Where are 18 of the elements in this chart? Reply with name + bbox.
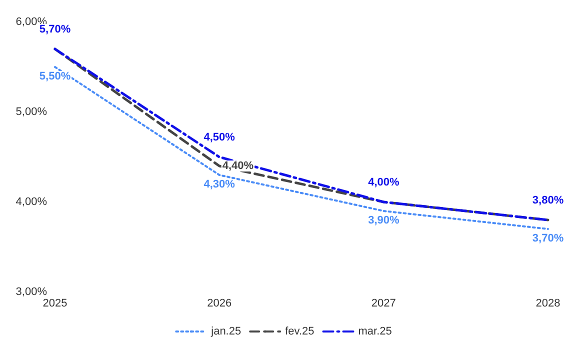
y-tick-label: 4,00%: [16, 196, 48, 208]
x-tick-label: 2028: [536, 298, 560, 310]
data-label: 5,50%: [39, 70, 71, 82]
x-tick-label: 2026: [207, 298, 232, 310]
x-tick-label: 2025: [42, 298, 68, 310]
data-label: 4,50%: [204, 132, 236, 144]
data-label: 4,30%: [204, 178, 236, 190]
data-label: 3,80%: [532, 194, 564, 206]
x-tick-label: 2027: [371, 298, 396, 310]
data-label: 4,00%: [368, 176, 400, 188]
legend-label: jan.25: [210, 326, 242, 338]
legend-label: fev.25: [285, 326, 314, 338]
y-tick-label: 5,00%: [16, 106, 48, 118]
y-tick-label: 3,00%: [16, 286, 48, 298]
data-label: 5,70%: [39, 24, 71, 36]
legend-label: mar.25: [358, 326, 392, 338]
data-label: 3,90%: [368, 214, 400, 226]
data-label: 3,70%: [532, 232, 564, 244]
